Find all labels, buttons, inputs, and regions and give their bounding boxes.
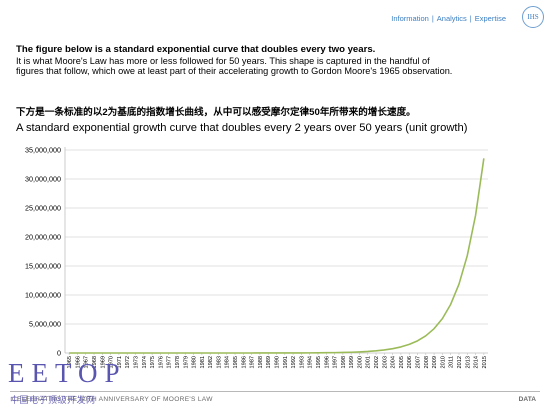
x-tick-label: 1982 bbox=[208, 356, 214, 368]
x-tick-label: 2015 bbox=[482, 356, 488, 368]
x-tick-label: 1990 bbox=[275, 356, 281, 368]
intro-headline: The figure below is a standard exponenti… bbox=[16, 44, 376, 55]
y-tick-label: 25,000,000 bbox=[25, 203, 61, 212]
exponential-growth-chart: 0 5,000,000 10,000,000 15,000,000 20,000,000… bbox=[25, 145, 488, 368]
y-tick-label: 35,000,000 bbox=[25, 145, 61, 154]
x-tick-label: 1998 bbox=[341, 356, 347, 368]
x-tick-label: 2003 bbox=[382, 356, 388, 368]
y-tick-label: 0 bbox=[57, 348, 61, 357]
x-tick-label: 1966 bbox=[75, 356, 81, 368]
x-tick-label: 1973 bbox=[134, 356, 140, 368]
x-tick-label: 1974 bbox=[142, 356, 148, 368]
top-navigation: Information | Analytics | Expertise bbox=[391, 14, 506, 23]
x-tick-label: 2001 bbox=[366, 356, 372, 368]
chinese-caption: 下方是一条标准的以2为基底的指数增长曲线，从中可以感受摩尔定律50年所带来的增长… bbox=[16, 107, 416, 118]
x-tick-label: 2000 bbox=[357, 356, 363, 368]
x-tick-label: 1995 bbox=[316, 356, 322, 368]
nav-separator: | bbox=[431, 14, 434, 23]
x-tick-label: 2011 bbox=[449, 356, 455, 368]
intro-body: It is what Moore's Law has more or less … bbox=[16, 55, 453, 77]
x-tick-label: 2005 bbox=[399, 356, 405, 368]
watermark-subtitle: 中国电子顶级开发网 bbox=[10, 395, 96, 405]
x-tick-label: 1994 bbox=[308, 356, 314, 368]
x-tick-label: 1993 bbox=[299, 356, 305, 368]
intro-text: The figure below is a standard exponenti… bbox=[16, 44, 456, 77]
x-tick-label: 1999 bbox=[349, 356, 355, 368]
y-tick-label: 10,000,000 bbox=[25, 290, 61, 299]
x-tick-label: 2006 bbox=[407, 356, 413, 368]
x-tick-label: 1989 bbox=[266, 356, 272, 368]
x-tick-label: 1972 bbox=[125, 356, 131, 368]
watermark-logo: EETOP bbox=[8, 358, 127, 388]
x-tick-label: 1986 bbox=[241, 356, 247, 368]
nav-separator: | bbox=[469, 14, 472, 23]
x-tick-label: 1971 bbox=[117, 356, 123, 368]
chart-title: A standard exponential growth curve that… bbox=[16, 122, 468, 134]
x-tick-label: 1975 bbox=[150, 356, 156, 368]
x-tick-label: 2012 bbox=[457, 356, 463, 368]
x-tick-label: 2008 bbox=[424, 356, 430, 368]
footer-section-label: DATA bbox=[518, 396, 536, 403]
ihs-logo[interactable]: IHS bbox=[522, 6, 544, 28]
x-tick-label: 1978 bbox=[175, 356, 181, 368]
x-tick-label: 1979 bbox=[183, 356, 189, 368]
footer-title: CELEBRATING THE 50TH ANNIVERSARY OF MOOR… bbox=[12, 396, 213, 403]
x-tick-label: 1965 bbox=[67, 356, 73, 368]
x-tick-label: 1985 bbox=[233, 356, 239, 368]
x-tick-label: 1981 bbox=[200, 356, 206, 368]
y-tick-label: 30,000,000 bbox=[25, 174, 61, 183]
x-tick-label: 1991 bbox=[283, 356, 289, 368]
x-tick-label: 1983 bbox=[216, 356, 222, 368]
nav-expertise-link[interactable]: Expertise bbox=[474, 14, 506, 23]
y-tick-label: 20,000,000 bbox=[25, 232, 61, 241]
x-tick-label: 1996 bbox=[324, 356, 330, 368]
y-tick-label: 5,000,000 bbox=[29, 319, 61, 328]
x-tick-label: 1967 bbox=[84, 356, 90, 368]
x-tick-label: 2009 bbox=[432, 356, 438, 368]
x-tick-label: 1988 bbox=[258, 356, 264, 368]
x-tick-label: 1984 bbox=[225, 356, 231, 368]
y-tick-label: 15,000,000 bbox=[25, 261, 61, 270]
x-tick-label: 1992 bbox=[291, 356, 297, 368]
x-tick-label: 1968 bbox=[92, 356, 98, 368]
x-tick-label: 2002 bbox=[374, 356, 380, 368]
x-tick-label: 1980 bbox=[192, 356, 198, 368]
x-tick-label: 2014 bbox=[474, 356, 480, 368]
x-tick-label: 1970 bbox=[109, 356, 115, 368]
x-tick-label: 2010 bbox=[440, 356, 446, 368]
x-tick-label: 1997 bbox=[333, 356, 339, 368]
x-tick-label: 1977 bbox=[167, 356, 173, 368]
footer-divider bbox=[10, 391, 540, 392]
nav-information-link[interactable]: Information bbox=[391, 14, 429, 23]
x-tick-label: 2007 bbox=[416, 356, 422, 368]
x-tick-label: 1969 bbox=[100, 356, 106, 368]
x-tick-label: 2013 bbox=[465, 356, 471, 368]
x-tick-label: 1987 bbox=[250, 356, 256, 368]
x-tick-label: 2004 bbox=[391, 356, 397, 368]
x-tick-label: 1976 bbox=[158, 356, 164, 368]
nav-analytics-link[interactable]: Analytics bbox=[436, 14, 467, 23]
